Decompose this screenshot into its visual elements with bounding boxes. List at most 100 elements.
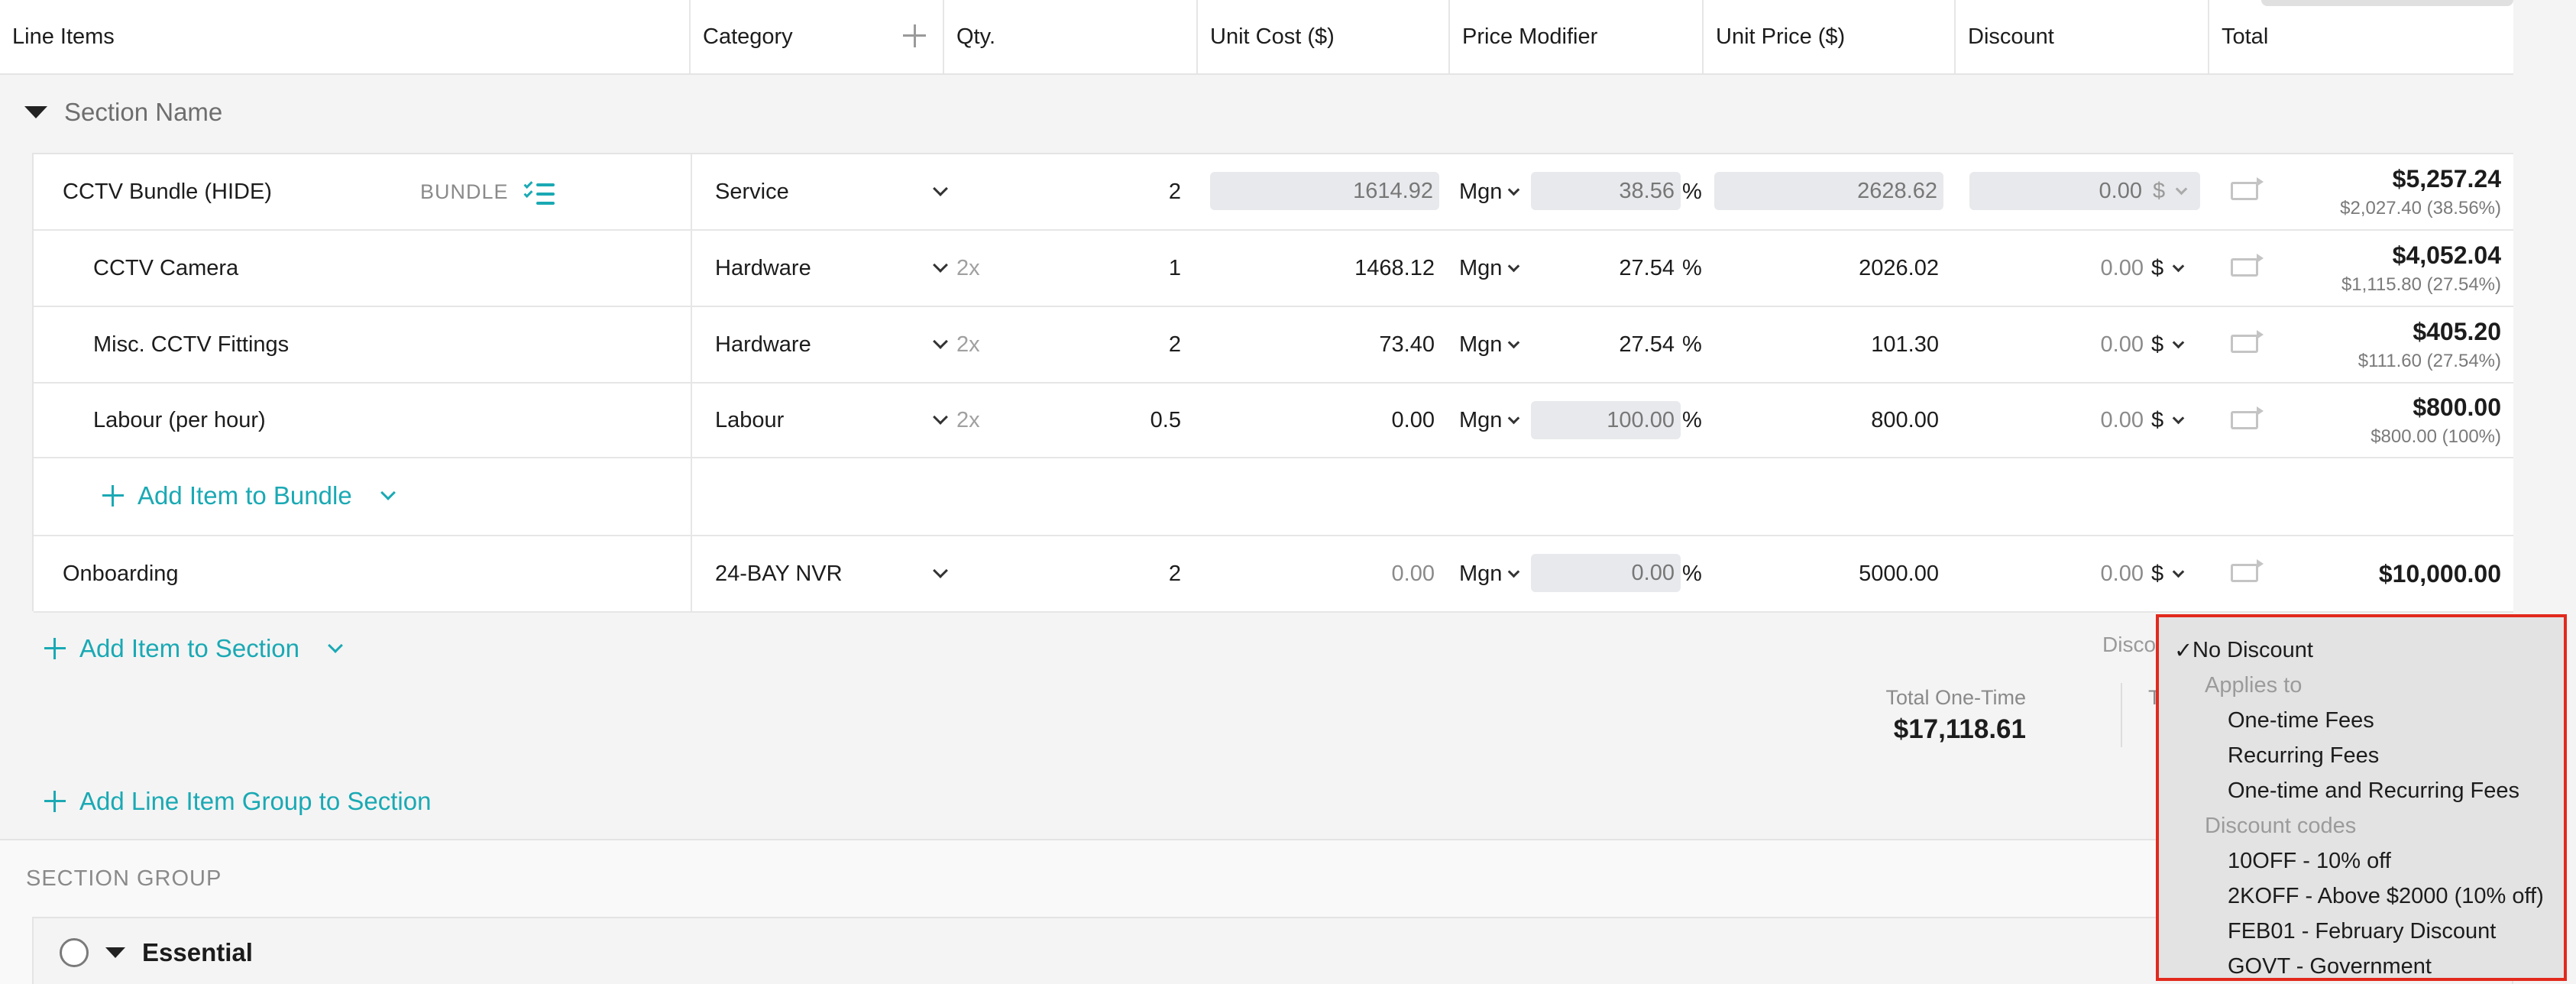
discount-type-select[interactable]: $ [2151,231,2185,306]
item-name[interactable]: CCTV Camera [93,255,239,280]
category-select[interactable]: Service [715,154,953,229]
col-unit-cost-label: Unit Cost ($) [1210,24,1335,49]
modifier-value: Mgn [1459,407,1503,432]
menu-group-applies-to: Applies to [2205,672,2303,698]
unit-price-value[interactable]: 2026.02 [1859,255,1939,280]
line-items-table: CCTV Bundle (HIDE) BUNDLE Service 2 1614… [32,153,2513,613]
sync-icon[interactable] [2231,177,2264,200]
modifier-select[interactable]: Mgn [1459,231,1531,306]
discount-value[interactable]: 0.00 [2100,332,2144,357]
chevron-down-icon[interactable] [328,638,343,653]
table-row[interactable]: Onboarding 24-BAY NVR 2 0.00 Mgn 0.00 % … [34,536,2513,613]
qty-value[interactable]: 2 [1168,561,1181,586]
plus-icon [44,791,66,812]
add-column-plus-icon[interactable] [900,21,929,50]
qty-multiplier: 2x [956,255,980,280]
discount-type: $ [2151,332,2164,357]
sync-icon[interactable] [2231,559,2264,582]
chevron-down-icon [933,563,948,578]
checklist-icon[interactable] [523,179,555,206]
qty-value[interactable]: 2 [1168,179,1181,204]
plus-icon [102,485,124,507]
sync-icon[interactable] [2231,330,2264,353]
discount-type-select[interactable]: $ [2151,536,2185,611]
sync-icon[interactable] [2231,254,2264,277]
modifier-select[interactable]: Mgn [1459,536,1531,611]
qty-value[interactable]: 1 [1168,255,1181,280]
category-select[interactable]: Labour [715,384,953,457]
total-one-time: Total One-Time $17,118.61 [1885,686,2026,745]
percent-symbol: % [1682,561,1702,586]
modifier-percent-field: 100.00 [1531,401,1681,439]
menu-item-label: No Discount [2193,637,2313,662]
table-row[interactable]: Labour (per hour) Labour 2x 0.5 0.00 Mgn… [34,384,2513,458]
menu-item-one-time-fees[interactable]: One-time Fees [2228,707,2374,733]
table-header: Line Items Category Qty. Unit Cost ($) P… [0,0,2513,75]
item-name[interactable]: Onboarding [63,561,179,586]
unit-price-value[interactable]: 800.00 [1871,407,1939,432]
section-name[interactable]: Section Name [64,98,223,126]
menu-group-discount-codes: Discount codes [2205,813,2357,838]
discount-type-select[interactable]: $ [2151,307,2185,382]
chevron-down-icon [2172,336,2185,348]
modifier-select[interactable]: Mgn [1459,307,1531,382]
modifier-percent-field: 0.00 [1531,554,1681,592]
discount-value[interactable]: 0.00 [2100,255,2144,280]
group-radio[interactable] [60,938,89,967]
collapse-triangle-icon[interactable] [105,947,125,958]
total-value: $4,052.04 [2392,241,2501,269]
menu-item-code-10off[interactable]: 10OFF - 10% off [2228,848,2391,873]
discount-value[interactable]: 0.00 [2100,561,2144,586]
item-name[interactable]: Misc. CCTV Fittings [93,332,290,357]
total-value: $405.20 [2413,317,2501,345]
discount-type-select[interactable]: $ [2151,384,2185,457]
modifier-select[interactable]: Mgn [1459,154,1531,229]
add-item-to-section-label: Add Item to Section [79,634,299,662]
category-select[interactable]: Hardware [715,231,953,306]
collapse-triangle-icon[interactable] [24,106,47,118]
group-name[interactable]: Essential [142,938,253,966]
modifier-percent-value[interactable]: 27.54 [1619,332,1675,357]
menu-item-recurring-fees[interactable]: Recurring Fees [2228,743,2380,768]
col-price-modifier: Price Modifier [1450,0,1704,73]
unit-price-value[interactable]: 101.30 [1871,332,1939,357]
unit-cost-value[interactable]: 1468.12 [1354,255,1435,280]
item-name[interactable]: Labour (per hour) [93,407,266,432]
sync-icon[interactable] [2231,406,2264,429]
menu-item-code-2koff[interactable]: 2KOFF - Above $2000 (10% off) [2228,883,2544,908]
add-line-item-group-button[interactable]: Add Line Item Group to Section [44,787,431,816]
category-select[interactable]: 24-BAY NVR [715,536,953,611]
category-select[interactable]: Hardware [715,307,953,382]
unit-price-value[interactable]: 5000.00 [1859,561,1939,586]
menu-item-code-govt[interactable]: GOVT - Government [2228,953,2432,979]
chevron-down-icon [1508,183,1520,196]
qty-value[interactable]: 2 [1168,332,1181,357]
modifier-select[interactable]: Mgn [1459,384,1531,457]
modifier-percent-value[interactable]: 27.54 [1619,255,1675,280]
plus-icon [44,638,66,659]
section-group: SECTION GROUP Essential [0,839,2513,984]
menu-item-code-feb01[interactable]: FEB01 - February Discount [2228,918,2497,944]
chevron-down-icon[interactable] [380,485,396,500]
add-item-to-section-button[interactable]: Add Item to Section [44,634,343,663]
percent-symbol: % [1682,407,1702,432]
col-category: Category [691,0,944,73]
unit-cost-value[interactable]: 0.00 [1391,407,1435,432]
table-row[interactable]: Misc. CCTV Fittings Hardware 2x 2 73.40 … [34,307,2513,384]
table-row[interactable]: CCTV Bundle (HIDE) BUNDLE Service 2 1614… [34,154,2513,231]
col-unit-cost: Unit Cost ($) [1198,0,1450,73]
discount-value[interactable]: 0.00 [2100,407,2144,432]
add-item-to-bundle-button[interactable]: Add Item to Bundle [102,481,396,510]
menu-item-no-discount[interactable]: ✓ No Discount [2159,633,2564,668]
chevron-down-icon [2172,412,2185,424]
table-row[interactable]: CCTV Camera Hardware 2x 1 1468.12 Mgn 27… [34,231,2513,307]
discount-type: $ [2153,178,2166,203]
unit-cost-value[interactable]: 73.40 [1379,332,1435,357]
item-name[interactable]: CCTV Bundle (HIDE) [63,179,272,204]
section-header[interactable]: Section Name [24,98,222,127]
section-group-title: SECTION GROUP [26,866,222,891]
qty-value[interactable]: 0.5 [1150,407,1181,432]
group-essential[interactable]: Essential [32,917,2513,984]
menu-item-one-time-and-recurring[interactable]: One-time and Recurring Fees [2228,778,2519,803]
unit-cost-value[interactable]: 0.00 [1391,561,1435,586]
